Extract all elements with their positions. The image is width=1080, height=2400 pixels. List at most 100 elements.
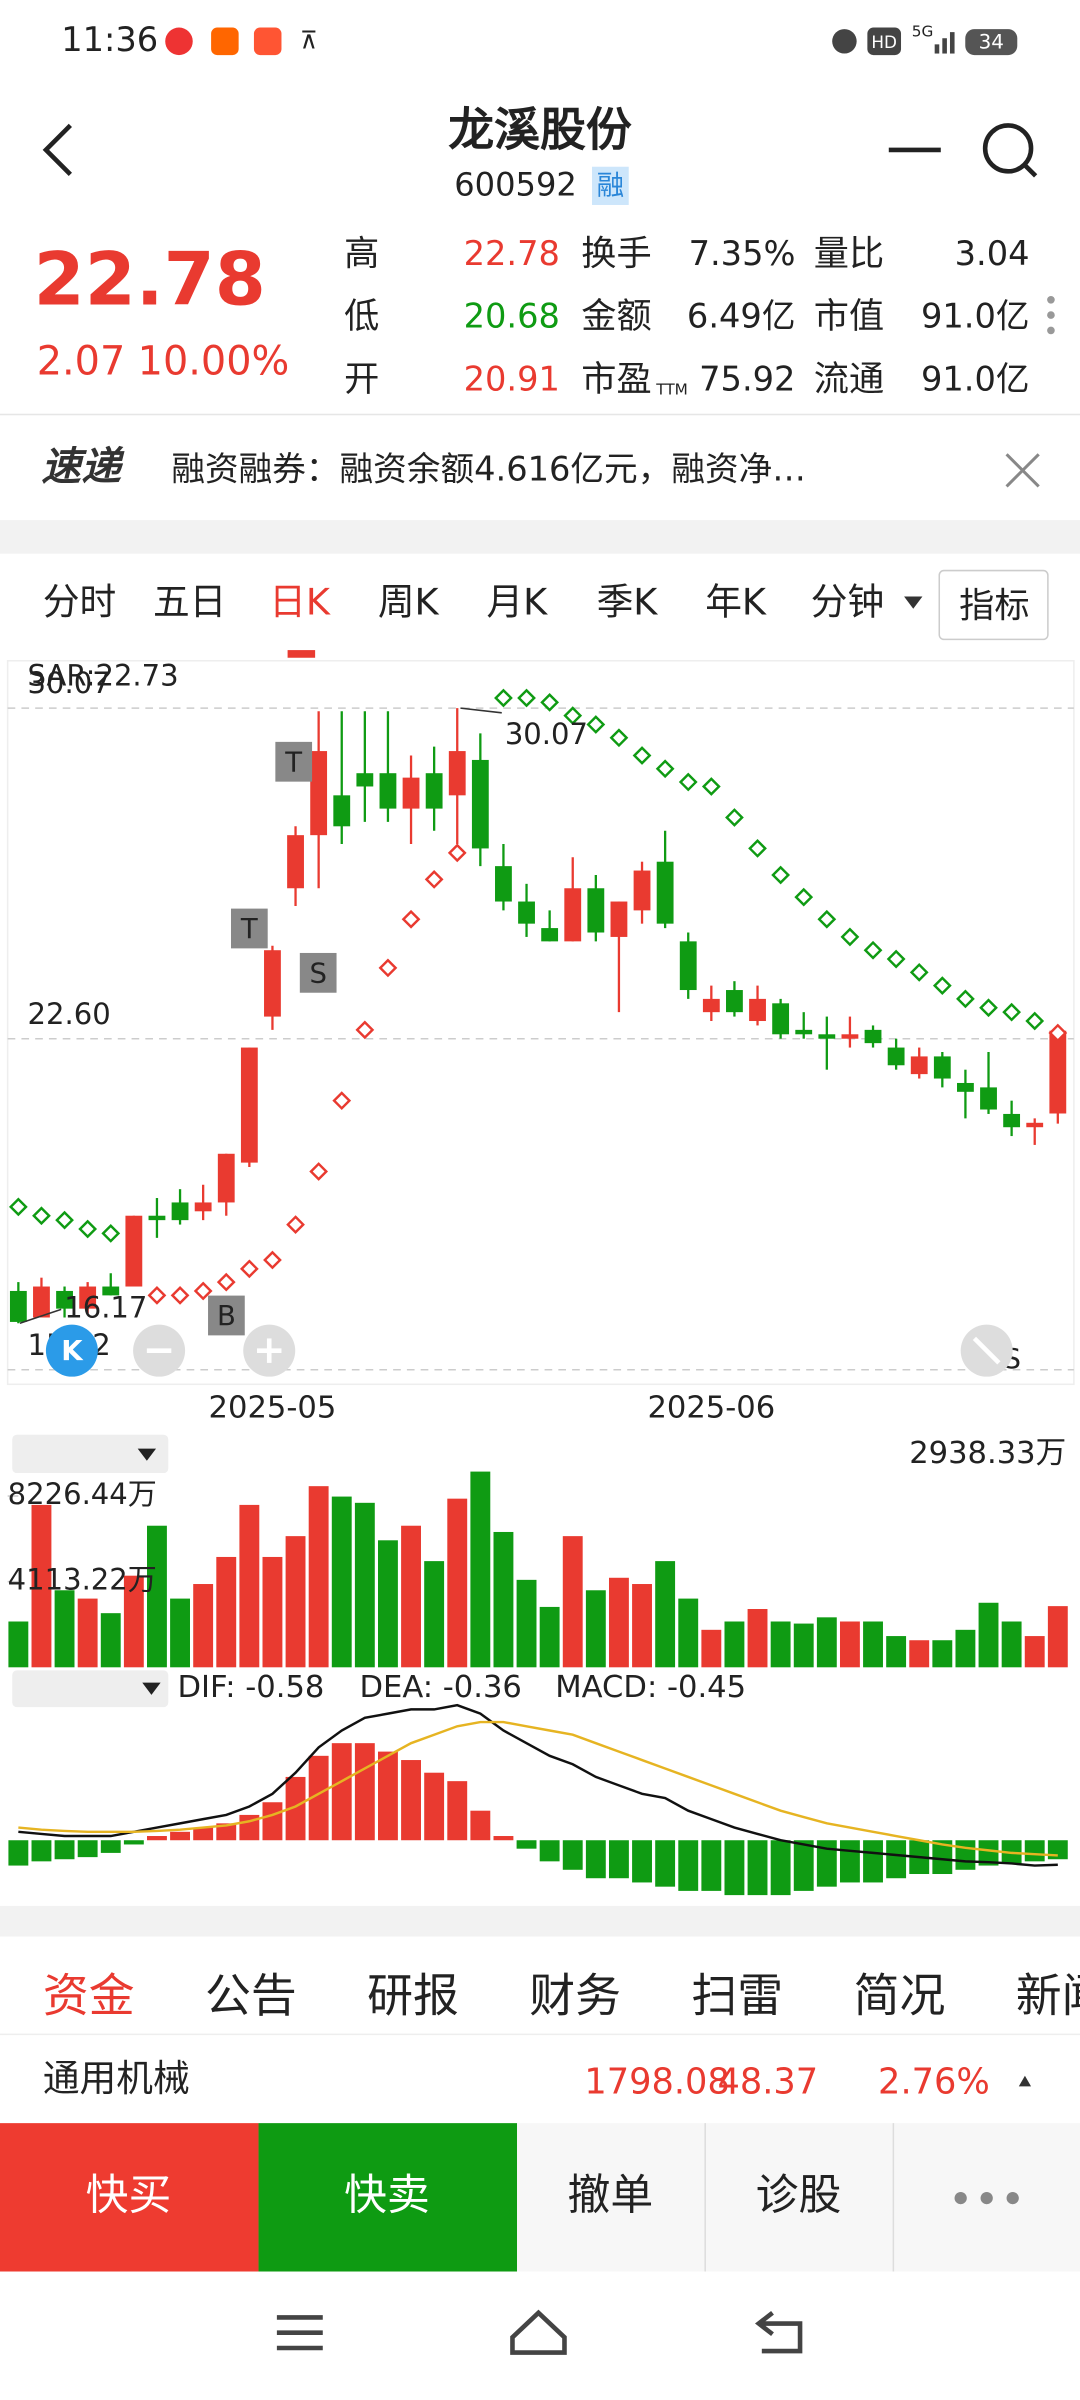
quick-sell-bg[interactable] — [258, 2123, 518, 2272]
macd-bar — [54, 1840, 75, 1860]
candle-body — [772, 1003, 790, 1035]
sar-point — [309, 1162, 329, 1181]
nav-menu[interactable] — [276, 2315, 323, 2351]
volume-bar — [285, 1536, 306, 1668]
bottom-tab[interactable]: 财务 — [529, 1969, 621, 2023]
sar-point — [78, 1219, 98, 1239]
volume-title-box[interactable] — [12, 1434, 169, 1474]
candle-body — [495, 866, 512, 902]
quick-buy-bg[interactable] — [0, 2123, 259, 2272]
macd-bar — [863, 1840, 883, 1883]
period-tab[interactable]: 分时 — [43, 581, 116, 624]
stat-value: 75.92 — [699, 359, 795, 398]
volume-bar — [747, 1609, 768, 1668]
bottom-tab[interactable]: 资金 — [43, 1969, 135, 2023]
volume-bar — [493, 1531, 514, 1668]
macd-bar — [216, 1823, 237, 1841]
quick-sell[interactable]: 快卖 — [344, 2171, 430, 2221]
candle-body — [287, 835, 304, 889]
macd-bar — [678, 1840, 699, 1891]
candle-body — [864, 1029, 882, 1044]
banner-text[interactable]: 融资融券：融资余额4.616亿元，融资净… — [171, 450, 806, 489]
volume-bar — [909, 1640, 930, 1668]
candle-body — [33, 1286, 50, 1318]
stat-label-sub: TTM — [655, 381, 688, 399]
bottom-tab[interactable]: 公告 — [205, 1969, 297, 2023]
sar-point — [632, 746, 652, 765]
banner-close[interactable] — [1005, 453, 1040, 488]
period-tab[interactable]: 五日 — [153, 581, 226, 624]
stat-label: 低 — [344, 296, 379, 337]
expand-arrow[interactable] — [1018, 2075, 1032, 2087]
sar-point — [447, 843, 467, 863]
zoom-in[interactable] — [243, 1324, 296, 1377]
macd-title-box[interactable] — [12, 1670, 169, 1708]
volume-bar — [863, 1621, 883, 1668]
volume-bar — [1024, 1636, 1045, 1668]
x-tick-label: 2025-05 — [209, 1390, 337, 1425]
stock-code: 600592 — [454, 166, 577, 204]
period-tab[interactable]: 分钟 — [811, 581, 884, 624]
bottom-tab[interactable]: 研报 — [367, 1969, 459, 2023]
macd-bar — [585, 1840, 606, 1879]
candle-body — [679, 941, 697, 991]
search-button[interactable] — [982, 123, 1038, 178]
sar-point — [517, 688, 536, 708]
y-tick-label: 22.60 — [28, 997, 111, 1031]
more-button[interactable] — [954, 2191, 1019, 2205]
sar-point — [563, 706, 583, 726]
sar-point — [55, 1210, 74, 1230]
sar-point — [1048, 1023, 1068, 1043]
quick-buy[interactable]: 快买 — [86, 2171, 172, 2221]
period-tab[interactable]: 季K — [597, 581, 659, 624]
sar-point — [701, 777, 721, 796]
bottom-tab[interactable]: 新闻 — [1016, 1969, 1080, 2023]
period-tab[interactable]: 月K — [486, 581, 548, 624]
nav-back[interactable] — [755, 2310, 803, 2354]
zoom-out[interactable] — [133, 1324, 186, 1377]
stat-value: 3.04 — [955, 234, 1030, 273]
candle-body — [518, 901, 535, 924]
industry-name[interactable]: 通用机械 — [43, 2057, 190, 2100]
candle-body — [264, 950, 281, 1017]
industry-index: 1798.08 — [584, 2061, 729, 2102]
volume-bar — [585, 1590, 606, 1668]
volume-bar — [354, 1502, 375, 1668]
volume-bar — [839, 1621, 860, 1668]
volume-bar — [100, 1613, 121, 1668]
sar-point — [678, 772, 698, 792]
bottom-tab[interactable]: 扫雷 — [691, 1969, 783, 2023]
signal-icon — [934, 32, 955, 54]
stat-value: 22.78 — [464, 234, 560, 273]
period-tab[interactable]: 日K — [269, 581, 331, 624]
volume-bar — [632, 1584, 652, 1668]
price: 22.78 — [34, 238, 266, 323]
sar-point — [817, 909, 837, 929]
indicator-button-box[interactable] — [938, 569, 1049, 641]
last-volume: 2938.33万 — [909, 1436, 1066, 1471]
sar-point — [101, 1224, 121, 1243]
k-icon[interactable]: K — [45, 1324, 98, 1377]
signal-box — [208, 1295, 245, 1336]
nav-home[interactable] — [510, 2309, 567, 2355]
candle-body — [125, 1215, 143, 1287]
x-tick-label: 2025-06 — [647, 1390, 775, 1425]
period-tab[interactable]: 周K — [378, 581, 440, 624]
tab-indicator — [287, 650, 316, 658]
bottom-tab[interactable]: 简况 — [854, 1969, 946, 2023]
stat-value: 20.68 — [464, 297, 560, 336]
back-button[interactable] — [42, 123, 72, 177]
period-tab[interactable]: 年K — [705, 581, 767, 624]
cancel-order[interactable]: 撤单 — [568, 2171, 654, 2221]
indicator-button[interactable]: 指标 — [959, 585, 1029, 626]
annotation-line — [19, 1308, 62, 1324]
more-dots[interactable] — [1047, 295, 1055, 335]
candle-body — [726, 990, 743, 1013]
candle-body — [818, 1034, 836, 1039]
candle-body — [194, 1202, 212, 1212]
candle-body — [333, 795, 351, 827]
macd-bar — [8, 1840, 29, 1866]
diagnose[interactable]: 诊股 — [756, 2171, 842, 2221]
fullscreen[interactable] — [960, 1324, 1013, 1377]
